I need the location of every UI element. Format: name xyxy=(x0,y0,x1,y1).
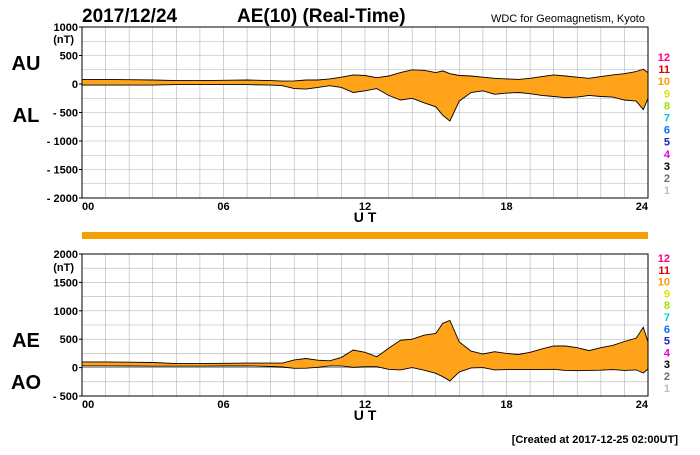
unit-label-bottom: (nT) xyxy=(53,262,74,274)
x-tick-label: 12 xyxy=(359,399,371,411)
panel-ae-ao-axes: 2000 1500 1000 500 0 - 500 00 06 12 18 24 xyxy=(53,249,649,411)
station-legend-item: 1 xyxy=(664,185,670,197)
station-legend-item: 3 xyxy=(664,359,670,371)
unit-label-top: (nT) xyxy=(53,34,74,46)
y-tick-label: 2000 xyxy=(54,249,78,261)
panel-ae-ao-area xyxy=(82,319,649,382)
source-label: WDC for Geomagnetism, Kyoto xyxy=(491,13,645,25)
x-tick-label: 24 xyxy=(636,399,649,411)
station-legend-item: 4 xyxy=(664,149,671,161)
band-au-al xyxy=(82,69,648,121)
station-legend-item: 1 xyxy=(664,383,670,395)
panel-au-al-axes: 1000 500 0 - 500 - 1000 - 1500 - 2000 00 06 12 18 2… xyxy=(47,22,649,213)
xlabel-top: U T xyxy=(354,209,377,225)
series-line-al xyxy=(82,84,649,122)
y-tick-label: 500 xyxy=(60,334,78,346)
y-tick-label: 0 xyxy=(72,363,78,375)
x-tick-label: 06 xyxy=(217,399,229,411)
y-tick-label: 1000 xyxy=(54,22,78,34)
station-legend-item: 6 xyxy=(664,125,670,137)
station-legend-item: 5 xyxy=(664,336,670,348)
station-legend-item: 10 xyxy=(658,76,670,88)
y-tick-label: - 500 xyxy=(53,391,78,403)
y-tick-label: 500 xyxy=(60,51,78,63)
x-tick-label: 24 xyxy=(636,201,649,213)
chart-title: AE(10) (Real-Time) xyxy=(237,6,406,27)
data-availability-bar xyxy=(82,232,648,239)
station-legend-item: 2 xyxy=(664,173,670,185)
x-tick-label: 06 xyxy=(217,201,229,213)
station-legend-item: 10 xyxy=(658,277,670,289)
series-line-ae xyxy=(82,319,649,365)
x-tick-label: 00 xyxy=(82,399,94,411)
station-legend-item: 9 xyxy=(664,288,670,300)
panel-au-al-grid xyxy=(82,27,648,198)
created-timestamp: [Created at 2017-12-25 02:00UT] xyxy=(512,434,679,446)
panel-ae-ao-grid xyxy=(82,254,648,396)
station-legend-item: 7 xyxy=(664,312,670,324)
xlabel-bottom: U T xyxy=(354,407,377,423)
station-legend-item: 12 xyxy=(658,253,670,265)
x-tick-label: 18 xyxy=(500,201,512,213)
station-legend-item: 7 xyxy=(664,113,670,125)
station-legend-item: 11 xyxy=(658,265,670,277)
y-tick-label: 1000 xyxy=(54,306,78,318)
label-au: AU xyxy=(12,53,41,75)
x-tick-label: 12 xyxy=(359,201,371,213)
station-legend-item: 8 xyxy=(664,300,670,312)
label-ao: AO xyxy=(11,372,41,394)
y-tick-label: 0 xyxy=(72,79,78,91)
label-al: AL xyxy=(13,105,40,127)
date-label: 2017/12/24 xyxy=(82,6,178,27)
station-legend-item: 12 xyxy=(658,52,670,64)
y-tick-label: 1500 xyxy=(54,277,78,289)
station-legend-item: 4 xyxy=(664,347,671,359)
station-legend-item: 3 xyxy=(664,161,670,173)
y-tick-label: - 2000 xyxy=(47,193,78,205)
x-tick-label: 18 xyxy=(500,399,512,411)
y-tick-label: - 1500 xyxy=(47,165,78,177)
station-legend-item: 6 xyxy=(664,324,670,336)
y-tick-label: - 1000 xyxy=(47,136,78,148)
x-tick-label: 00 xyxy=(82,201,94,213)
station-legend-item: 9 xyxy=(664,88,670,100)
label-ae: AE xyxy=(12,330,40,352)
series-line-ao xyxy=(82,365,649,382)
station-legend-item: 11 xyxy=(658,64,670,76)
station-legend-item: 2 xyxy=(664,371,670,383)
station-legend-item: 8 xyxy=(664,100,670,112)
station-legend-item: 5 xyxy=(664,137,670,149)
series-line-au xyxy=(82,68,649,82)
y-tick-label: - 500 xyxy=(53,108,78,120)
panel-au-al-area xyxy=(82,68,649,122)
plot-frame xyxy=(81,253,649,397)
